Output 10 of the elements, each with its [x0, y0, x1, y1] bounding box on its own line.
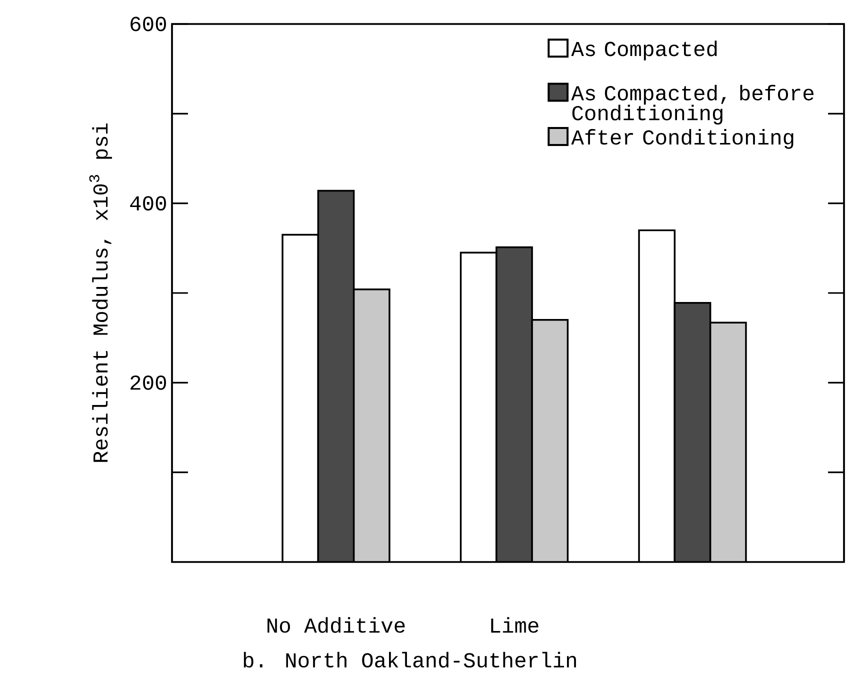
x-tick-label: Lime: [491, 617, 538, 633]
legend-label: As Compacted: [571, 40, 717, 60]
y-tick-label: 600: [130, 16, 166, 32]
y-tick-label: 200: [130, 375, 166, 390]
text: b. North Oakland-Sutherlin: [244, 652, 576, 668]
legend-label: After Conditioning: [571, 129, 794, 149]
legend-label: As Compacted, before Conditioning: [571, 84, 814, 125]
y-axis-title: Resilient Modulus, x10$^{3}$ psi: [89, 123, 112, 462]
x-tick-label: No Additive: [268, 617, 405, 633]
y-tick-label: 400: [130, 196, 166, 211]
